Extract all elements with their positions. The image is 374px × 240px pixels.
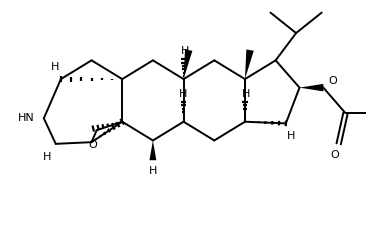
Text: H: H [43,152,52,162]
Text: H: H [242,89,250,99]
Text: H: H [181,46,189,56]
Text: O: O [328,77,337,86]
Polygon shape [245,49,254,79]
Text: H: H [149,166,157,176]
Text: H: H [179,89,187,99]
Polygon shape [150,140,156,160]
Text: H: H [50,62,59,72]
Polygon shape [184,49,192,79]
Text: H: H [287,131,295,141]
Text: O: O [88,140,97,150]
Text: O: O [330,150,339,160]
Polygon shape [300,84,324,91]
Text: HN: HN [18,113,34,123]
